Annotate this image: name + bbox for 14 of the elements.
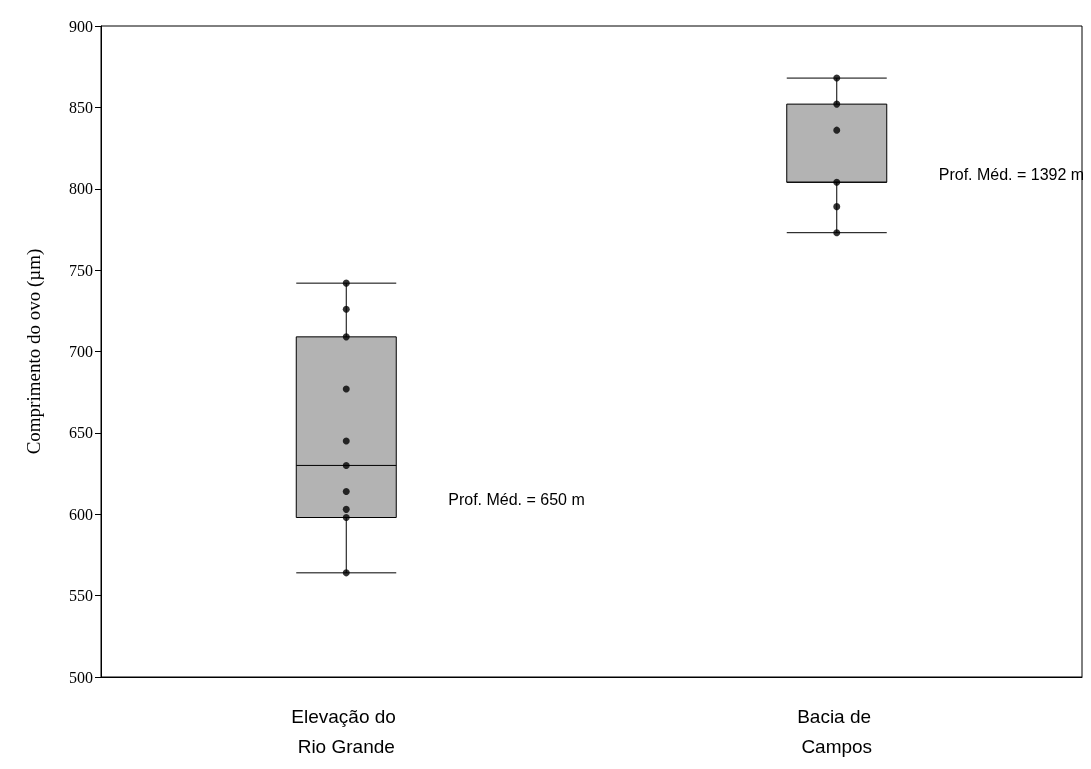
- y-tick-label: 900: [69, 17, 93, 35]
- y-tick-label: 750: [69, 261, 93, 279]
- x-tick-label: Elevação do Rio Grande: [291, 705, 402, 757]
- annotation: Prof. Méd. = 650 m: [448, 490, 585, 508]
- y-tick-label: 850: [69, 98, 93, 116]
- y-tick-label: 600: [69, 505, 93, 523]
- y-tick-label: 550: [69, 587, 93, 605]
- y-tick-label: 650: [69, 424, 93, 442]
- x-tick-label: Bacia de Campos: [797, 705, 877, 757]
- y-tick-label: 500: [69, 668, 93, 686]
- y-axis-title: Comprimento do ovo (µm): [23, 248, 45, 455]
- y-tick-label: 700: [69, 343, 93, 360]
- y-tick-label: 800: [69, 180, 93, 198]
- annotation: Prof. Méd. = 1392 m: [938, 165, 1085, 183]
